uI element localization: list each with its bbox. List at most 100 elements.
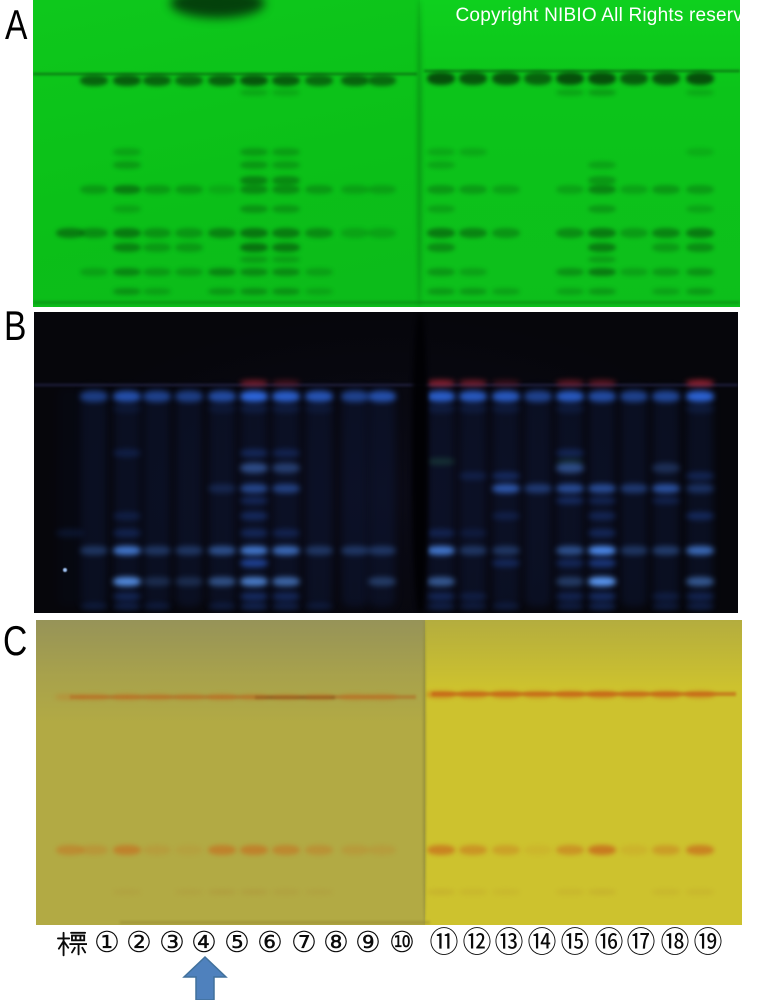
- panel-c-right-plate: [425, 620, 742, 925]
- lane-label: ⑪: [429, 925, 459, 959]
- band: [208, 546, 236, 555]
- band: [240, 148, 268, 156]
- band: [686, 577, 714, 586]
- band: [686, 228, 714, 238]
- band: [56, 529, 84, 537]
- band: [240, 404, 268, 413]
- band: [80, 185, 108, 194]
- band: [556, 185, 584, 194]
- band: [273, 387, 299, 607]
- band: [341, 391, 369, 402]
- band: [113, 148, 141, 156]
- band: [143, 185, 171, 194]
- band: [427, 845, 455, 855]
- band: [492, 228, 520, 238]
- band: [686, 512, 714, 520]
- band: [272, 889, 300, 895]
- band: [57, 387, 83, 607]
- band: [556, 559, 584, 567]
- band: [368, 228, 396, 238]
- band: [239, 694, 269, 700]
- band: [305, 185, 333, 194]
- band: [56, 845, 84, 855]
- band: [652, 185, 680, 194]
- panel-c-label: C: [3, 617, 28, 664]
- band: [556, 391, 584, 402]
- band: [459, 380, 487, 386]
- band: [80, 268, 108, 276]
- band: [686, 72, 714, 85]
- band: [272, 593, 300, 600]
- band: [459, 593, 487, 600]
- band: [686, 404, 714, 413]
- band: [427, 243, 455, 252]
- band: [240, 288, 268, 295]
- lane-label: ⑨: [355, 925, 381, 959]
- band: [113, 391, 141, 402]
- band: [556, 89, 584, 96]
- band: [341, 185, 369, 194]
- band: [686, 148, 714, 156]
- band: [427, 391, 455, 402]
- band: [240, 380, 268, 386]
- band: [240, 243, 268, 252]
- band: [652, 243, 680, 252]
- band: [492, 559, 520, 567]
- band: [368, 185, 396, 194]
- band: [272, 484, 300, 493]
- band: [272, 449, 300, 457]
- band: [33, 301, 740, 304]
- band: [493, 387, 519, 607]
- band: [80, 603, 108, 610]
- band: [143, 268, 171, 276]
- lane-label: ⑫: [462, 925, 492, 959]
- band: [428, 387, 454, 607]
- band: [175, 577, 203, 586]
- band: [427, 228, 455, 238]
- band: [686, 546, 714, 555]
- band: [143, 391, 171, 402]
- band: [588, 512, 616, 520]
- band: [272, 148, 300, 156]
- band: [588, 845, 616, 855]
- band: [652, 288, 680, 295]
- band: [620, 268, 648, 276]
- band: [63, 568, 67, 572]
- band: [113, 75, 141, 86]
- band: [556, 463, 584, 473]
- band: [175, 845, 203, 855]
- band: [557, 387, 583, 607]
- band: [207, 694, 237, 700]
- band: [240, 185, 268, 194]
- band: [492, 380, 520, 386]
- band: [80, 391, 108, 402]
- band: [113, 268, 141, 276]
- band: [208, 75, 236, 86]
- band: [556, 497, 584, 504]
- band: [686, 380, 714, 386]
- band: [272, 268, 300, 276]
- band: [143, 228, 171, 238]
- band: [143, 288, 171, 295]
- band: [523, 691, 553, 698]
- panel-a-plate-image: [33, 0, 740, 307]
- band: [492, 288, 520, 295]
- band: [556, 288, 584, 295]
- band: [240, 497, 268, 504]
- band: [556, 546, 584, 555]
- band: [367, 694, 397, 700]
- band: [341, 75, 369, 86]
- band: [556, 449, 584, 457]
- band: [143, 75, 171, 86]
- band: [305, 228, 333, 238]
- band: [240, 205, 268, 213]
- band: [272, 185, 300, 194]
- band: [492, 845, 520, 855]
- band: [175, 228, 203, 238]
- band: [208, 845, 236, 855]
- band: [80, 546, 108, 555]
- band: [556, 577, 584, 586]
- band: [271, 694, 301, 700]
- band: [588, 484, 616, 493]
- band: [460, 387, 486, 607]
